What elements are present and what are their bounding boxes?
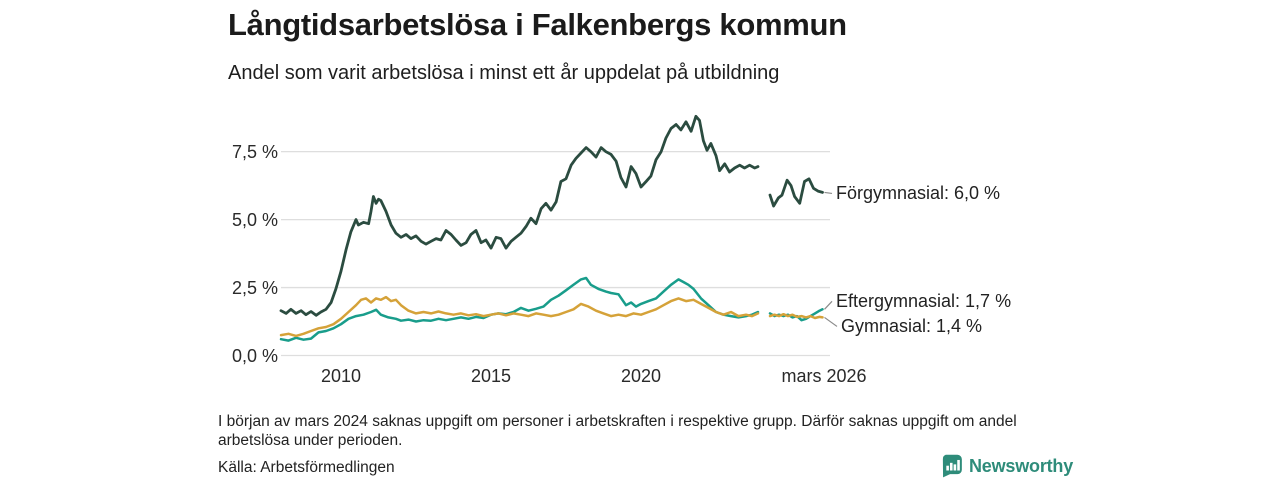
x-axis-tick: 2015 bbox=[470, 366, 512, 386]
series-line-förgymnasial bbox=[768, 177, 824, 208]
source-text: Källa: Arbetsförmedlingen bbox=[218, 459, 395, 476]
y-axis-tick: 5,0 % bbox=[231, 209, 278, 230]
series-line-förgymnasial bbox=[279, 114, 760, 317]
x-axis-tick: 2010 bbox=[320, 366, 362, 386]
y-axis-tick: 0,0 % bbox=[231, 345, 278, 366]
label-connector bbox=[824, 300, 833, 310]
page-title: Långtidsarbetslösa i Falkenbergs kommun bbox=[228, 7, 847, 42]
footnote: I början av mars 2024 saknas uppgift om … bbox=[218, 413, 1017, 449]
newsworthy-logo: Newsworthy bbox=[940, 454, 1073, 478]
bar-chart-bubble-icon bbox=[942, 454, 962, 478]
series-line-gymnasial bbox=[279, 295, 760, 338]
x-axis-tick: mars 2026 bbox=[781, 366, 867, 386]
label-connector bbox=[824, 191, 833, 195]
series-label-eftergymnasial: Eftergymnasial: 1,7 % bbox=[836, 291, 1012, 312]
page-subtitle: Andel som varit arbetslösa i minst ett å… bbox=[228, 62, 780, 84]
y-axis-tick: 7,5 % bbox=[231, 141, 278, 162]
series-line-eftergymnasial bbox=[279, 276, 760, 342]
series-line-gymnasial bbox=[768, 312, 824, 320]
label-connector bbox=[824, 316, 838, 327]
logo-text: Newsworthy bbox=[969, 455, 1074, 476]
x-axis-tick: 2020 bbox=[620, 366, 662, 386]
y-axis-tick: 2,5 % bbox=[231, 277, 278, 298]
series-label-gymnasial: Gymnasial: 1,4 % bbox=[841, 316, 983, 337]
series-label-forgymnasial: Förgymnasial: 6,0 % bbox=[836, 183, 1001, 204]
